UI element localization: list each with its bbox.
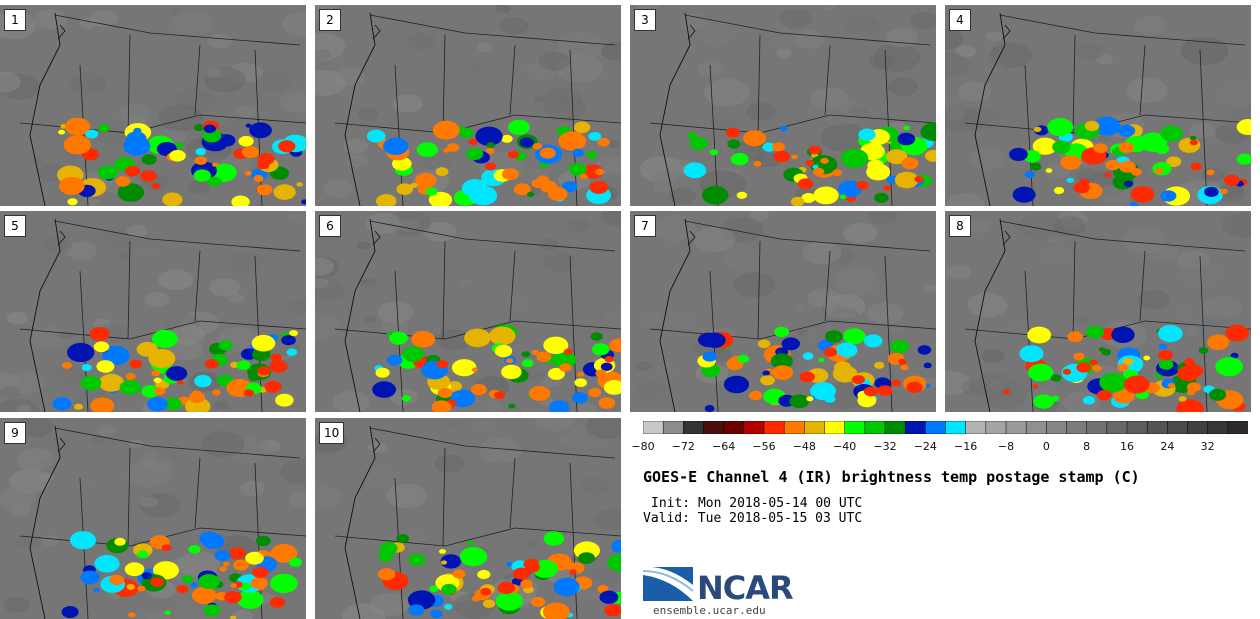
colorbar-segment xyxy=(904,421,927,434)
colorbar-segment xyxy=(1086,421,1108,434)
init-time: Init: Mon 2018-05-14 00 UTC xyxy=(651,496,863,511)
ir-map xyxy=(315,5,621,206)
colorbar-segment xyxy=(965,421,987,434)
colorbar-tick: −64 xyxy=(712,440,736,453)
colorbar-tick: −16 xyxy=(954,440,978,453)
panel-number: 9 xyxy=(4,422,26,444)
panel-number: 10 xyxy=(319,422,345,444)
stamp-panel-7: 7 xyxy=(630,211,936,412)
figure-title: GOES-E Channel 4 (IR) brightness temp po… xyxy=(643,468,1140,486)
colorbar-tick: −40 xyxy=(833,440,857,453)
colorbar-tick: −72 xyxy=(671,440,695,453)
colorbar-tick: −56 xyxy=(752,440,776,453)
colorbar-segment xyxy=(1025,421,1048,434)
stamp-panel-4: 4 xyxy=(945,5,1251,206)
colorbar-segment xyxy=(1066,421,1088,434)
panel-number: 6 xyxy=(319,215,341,237)
colorbar-segment xyxy=(1207,421,1229,434)
colorbar-segment xyxy=(945,421,967,434)
colorbar-segment xyxy=(925,421,947,434)
panel-number: 5 xyxy=(4,215,26,237)
logo-wordmark: NCAR xyxy=(697,569,794,607)
colorbar-segment xyxy=(985,421,1007,434)
ir-map xyxy=(0,5,306,206)
colorbar-segment xyxy=(1126,421,1148,434)
colorbar-segment xyxy=(783,421,806,434)
colorbar-segment xyxy=(723,421,745,434)
colorbar-tick: −48 xyxy=(792,440,816,453)
panel-number: 4 xyxy=(949,9,971,31)
ir-map xyxy=(945,5,1251,206)
colorbar-tick: 24 xyxy=(1160,440,1175,453)
ncar-logo-icon xyxy=(643,566,694,601)
panel-number: 2 xyxy=(319,9,341,31)
colorbar-segment xyxy=(824,421,846,434)
colorbar-segment xyxy=(703,421,725,434)
colorbar-tick: 8 xyxy=(1083,440,1091,453)
ir-map xyxy=(315,211,621,412)
colorbar-segment xyxy=(743,421,765,434)
stamp-panel-10: 10 xyxy=(315,418,621,619)
ir-map xyxy=(630,5,936,206)
ir-map xyxy=(945,211,1251,412)
colorbar-segment xyxy=(844,421,866,434)
colorbar-segment xyxy=(1046,421,1068,434)
colorbar-segment xyxy=(1146,421,1169,434)
colorbar-segment xyxy=(1005,421,1027,434)
website-url: ensemble.ucar.edu xyxy=(653,604,766,617)
stamp-panel-1: 1 xyxy=(0,5,306,206)
colorbar xyxy=(643,421,1248,434)
colorbar-tick: −80 xyxy=(631,440,655,453)
colorbar-segment xyxy=(683,421,705,434)
colorbar-tick: −32 xyxy=(873,440,897,453)
colorbar-segment xyxy=(1167,421,1189,434)
valid-time: Valid: Tue 2018-05-15 03 UTC xyxy=(643,511,863,526)
ir-map xyxy=(0,211,306,412)
ir-map xyxy=(630,211,936,412)
colorbar-tick: −24 xyxy=(913,440,937,453)
panel-number: 1 xyxy=(4,9,26,31)
colorbar-segment xyxy=(884,421,906,434)
panel-number: 3 xyxy=(634,9,656,31)
colorbar-segment xyxy=(1227,421,1248,434)
colorbar-tick: 16 xyxy=(1120,440,1134,453)
ir-map xyxy=(315,418,621,619)
ir-map xyxy=(0,418,306,619)
stamp-panel-6: 6 xyxy=(315,211,621,412)
colorbar-segment xyxy=(763,421,785,434)
panel-number: 7 xyxy=(634,215,656,237)
colorbar-segment xyxy=(1187,421,1209,434)
colorbar-tick: 32 xyxy=(1200,440,1215,453)
colorbar-segment xyxy=(864,421,886,434)
stamp-panel-5: 5 xyxy=(0,211,306,412)
stamp-panel-3: 3 xyxy=(630,5,936,206)
panel-number: 8 xyxy=(949,215,971,237)
colorbar-segment xyxy=(804,421,826,434)
stamp-panel-8: 8 xyxy=(945,211,1251,412)
colorbar-tick: 0 xyxy=(1042,440,1050,453)
colorbar-segment xyxy=(1106,421,1128,434)
stamp-panel-2: 2 xyxy=(315,5,621,206)
stamp-panel-9: 9 xyxy=(0,418,306,619)
colorbar-tick: −8 xyxy=(997,440,1015,453)
colorbar-segment xyxy=(662,421,685,434)
colorbar-segment xyxy=(643,421,664,434)
